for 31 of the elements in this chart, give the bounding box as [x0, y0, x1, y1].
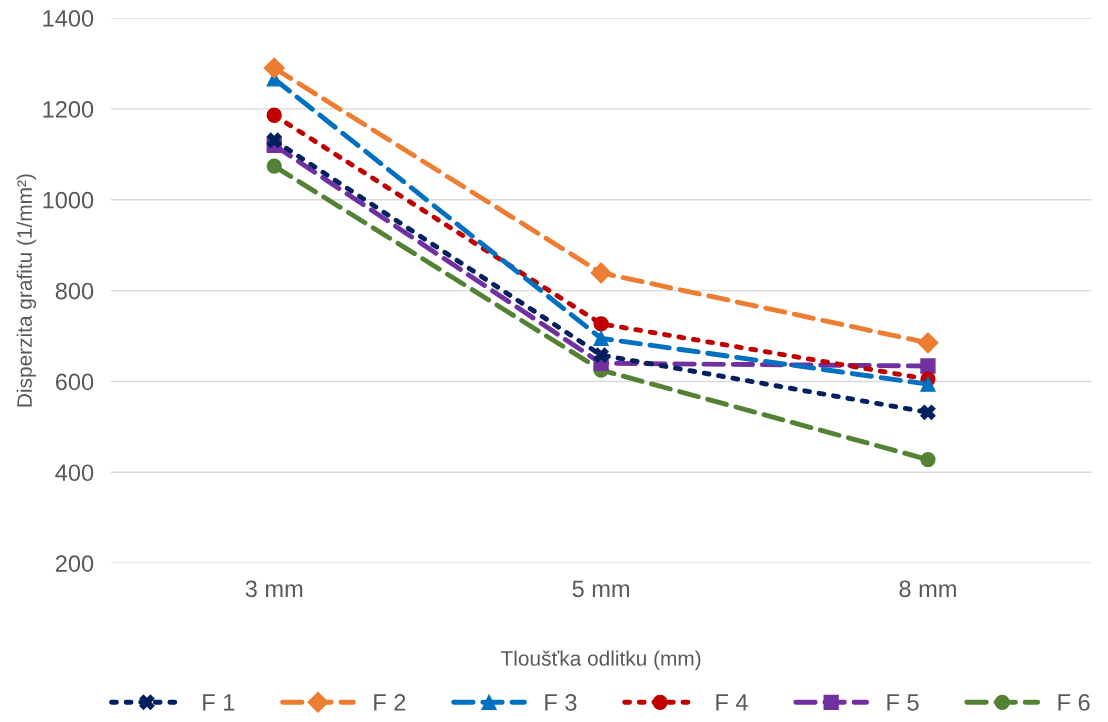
- point: [593, 330, 609, 346]
- point: [266, 132, 282, 148]
- legend-label: F 4: [716, 694, 748, 711]
- x-tick-label: 5 mm: [572, 580, 630, 598]
- x-tick-label: 3 mm: [245, 580, 303, 598]
- point: [593, 316, 609, 332]
- point: [263, 57, 285, 79]
- y-tick-label: 800: [55, 282, 94, 300]
- y-tick-label: 200: [55, 555, 94, 572]
- point: [590, 262, 612, 284]
- y-tick-label: 400: [55, 464, 94, 482]
- point: [920, 451, 936, 468]
- legend-label: F 3: [545, 694, 577, 711]
- legend-label: F 1: [203, 694, 235, 711]
- y-tick-label: 1000: [43, 191, 94, 209]
- point: [266, 107, 282, 123]
- point: [593, 347, 609, 363]
- point: [917, 332, 939, 354]
- legend-label: F 6: [1058, 694, 1090, 711]
- x-axis-title: Tloušťka odlitku (mm): [500, 650, 701, 670]
- y-tick-label: 1200: [43, 100, 94, 118]
- y-axis-title: Disperzita grafitu (1/mm²): [16, 174, 37, 407]
- point: [266, 158, 282, 174]
- point: [920, 404, 936, 420]
- point: [920, 358, 936, 374]
- legend-label: F 5: [887, 694, 919, 711]
- point: [920, 376, 936, 392]
- legend-label: F 2: [374, 694, 406, 711]
- y-tick-label: 600: [55, 373, 94, 391]
- x-tick-label: 8 mm: [899, 580, 956, 598]
- y-tick-label: 1400: [43, 10, 94, 27]
